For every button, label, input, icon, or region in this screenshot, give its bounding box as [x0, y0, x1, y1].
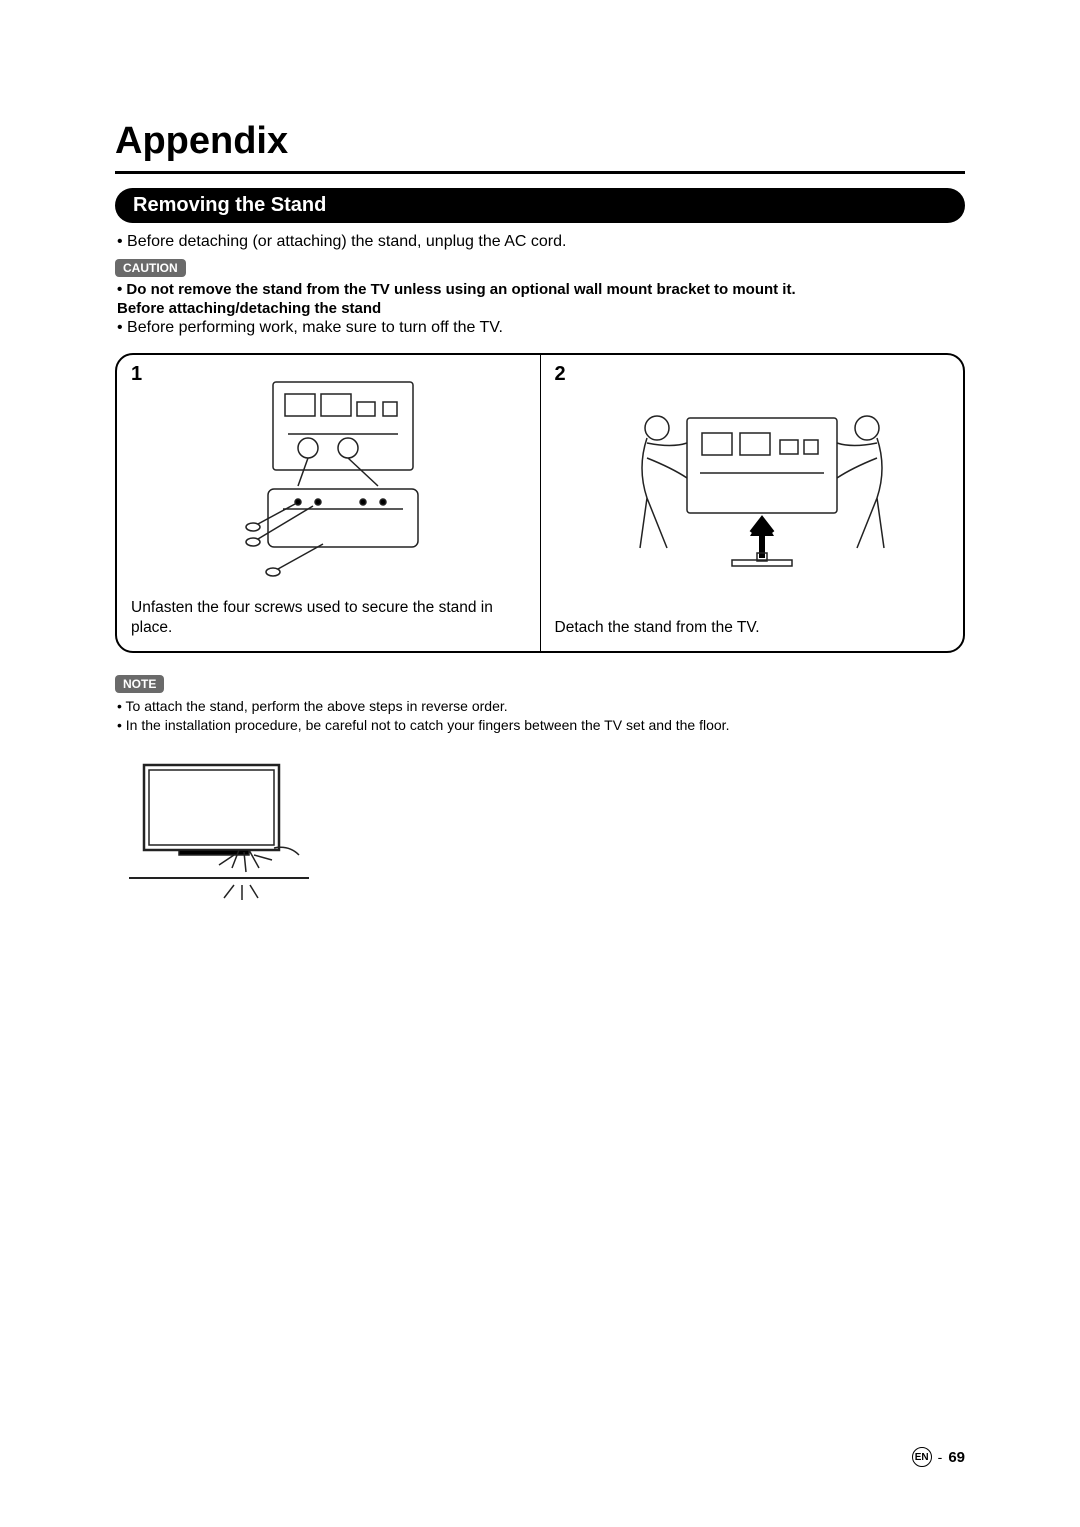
subheading: Before attaching/detaching the stand [115, 300, 965, 317]
step-1-caption: Unfasten the four screws used to secure … [131, 598, 526, 637]
tv-screws-icon [213, 374, 443, 584]
page-title: Appendix [115, 120, 965, 163]
steps-frame: 1 [115, 353, 965, 653]
page-number: 69 [948, 1449, 965, 1466]
footer-sep: - [938, 1449, 943, 1465]
caution-badge: CAUTION [115, 259, 186, 277]
step-2: 2 [541, 355, 964, 651]
step-number: 2 [555, 363, 566, 386]
note-bullet-1: • To attach the stand, perform the above… [115, 697, 965, 716]
step-2-illustration [555, 365, 950, 612]
step-1: 1 [117, 355, 541, 651]
title-rule [115, 171, 965, 174]
step-1-illustration [131, 365, 526, 592]
note-badge: NOTE [115, 675, 164, 693]
note-bullet-2: • In the installation procedure, be care… [115, 716, 965, 735]
finger-caution-illustration [119, 745, 319, 905]
intro-bullet: • Before detaching (or attaching) the st… [115, 233, 965, 251]
tv-pinch-icon [124, 750, 314, 900]
step-2-caption: Detach the stand from the TV. [555, 618, 950, 637]
step-number: 1 [131, 363, 142, 386]
tv-lift-icon [592, 388, 912, 588]
section-heading: Removing the Stand [115, 188, 965, 223]
manual-page: Appendix Removing the Stand • Before det… [0, 0, 1080, 965]
page-footer: EN - 69 [912, 1447, 965, 1467]
caution-bullet: • Do not remove the stand from the TV un… [115, 281, 965, 298]
sub-bullet: • Before performing work, make sure to t… [115, 319, 965, 337]
lang-indicator: EN [912, 1447, 932, 1467]
